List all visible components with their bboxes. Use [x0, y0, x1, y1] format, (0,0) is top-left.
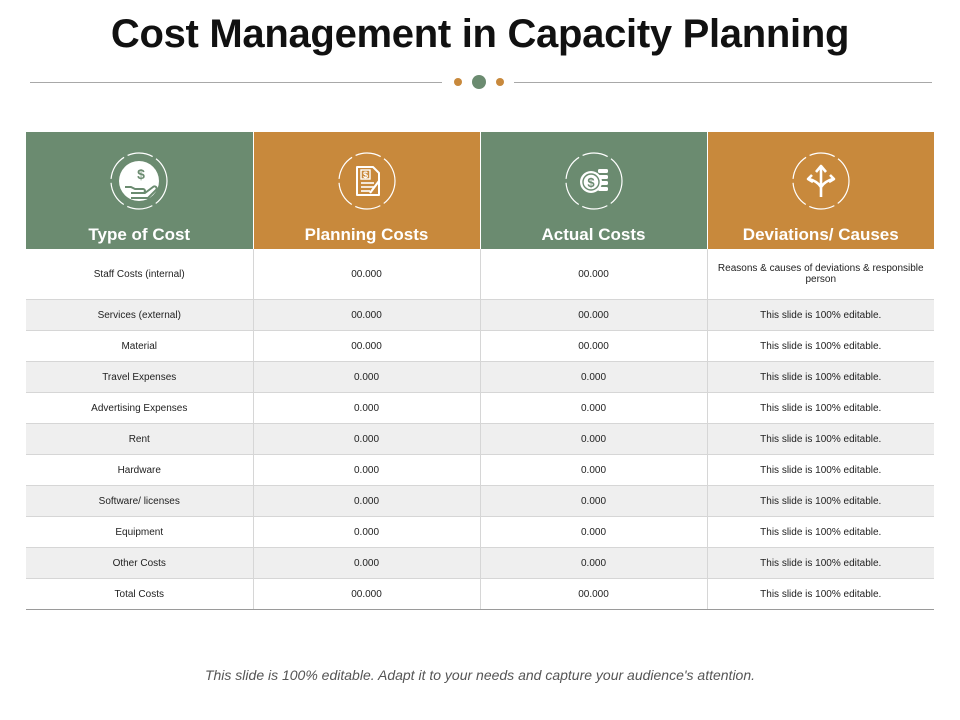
cell-deviation-cause: This slide is 100% editable.: [707, 578, 934, 610]
divider-dot-left: [454, 78, 462, 86]
footer-note: This slide is 100% editable. Adapt it to…: [204, 667, 756, 683]
divider-dot-right: [496, 78, 504, 86]
title-divider: [30, 72, 932, 92]
table-row: Staff Costs (internal) 00.000 00.000 Reason…: [26, 249, 934, 300]
header-label: Type of Cost: [88, 225, 191, 244]
cell-actual-cost: 0.000: [480, 392, 708, 424]
cell-deviation-cause: This slide is 100% editable.: [707, 516, 934, 548]
table-row: Software/ licenses 0.000 0.000 This slide i…: [26, 485, 934, 517]
table-row: Hardware 0.000 0.000 This slide is 100% edi…: [26, 454, 934, 486]
cost-table: $ Type of Cost $: [26, 132, 934, 610]
svg-text:$: $: [137, 166, 145, 182]
svg-text:$: $: [362, 170, 367, 180]
table-row: Travel Expenses 0.000 0.000 This slide is 1…: [26, 361, 934, 393]
header-label: Actual Costs: [541, 225, 646, 244]
cell-type-of-cost: Hardware: [26, 454, 254, 486]
cell-deviation-cause: This slide is 100% editable.: [707, 361, 934, 393]
cell-type-of-cost: Total Costs: [26, 578, 254, 610]
cell-actual-cost: 00.000: [480, 578, 708, 610]
cell-deviation-cause: This slide is 100% editable.: [707, 392, 934, 424]
table-row: Material 00.000 00.000 This slide is 100% e…: [26, 330, 934, 362]
cell-deviation-cause: This slide is 100% editable.: [707, 454, 934, 486]
cell-planning-cost: 0.000: [253, 547, 481, 579]
dollar-document-icon: $: [337, 151, 397, 211]
table-row: Advertising Expenses 0.000 0.000 This slide…: [26, 392, 934, 424]
cell-type-of-cost: Staff Costs (internal): [26, 249, 254, 300]
cell-planning-cost: 00.000: [253, 330, 481, 362]
coins-icon: $: [564, 151, 624, 211]
cell-planning-cost: 00.000: [253, 299, 481, 331]
cell-actual-cost: 0.000: [480, 361, 708, 393]
cell-planning-cost: 0.000: [253, 485, 481, 517]
cell-deviation-cause: Reasons & causes of deviations & respons…: [707, 249, 934, 300]
cell-type-of-cost: Software/ licenses: [26, 485, 254, 517]
cell-deviation-cause: This slide is 100% editable.: [707, 547, 934, 579]
cell-actual-cost: 0.000: [480, 516, 708, 548]
cell-deviation-cause: This slide is 100% editable.: [707, 423, 934, 455]
table-row: Equipment 0.000 0.000 This slide is 100% ed…: [26, 516, 934, 548]
cell-actual-cost: 0.000: [480, 423, 708, 455]
cell-planning-cost: 0.000: [253, 454, 481, 486]
table-body: Staff Costs (internal) 00.000 00.000 Reason…: [26, 249, 934, 610]
divider-line-right: [514, 82, 932, 83]
cell-type-of-cost: Advertising Expenses: [26, 392, 254, 424]
divider-dot-center: [472, 75, 486, 89]
cell-type-of-cost: Rent: [26, 423, 254, 455]
cell-type-of-cost: Services (external): [26, 299, 254, 331]
table-row: Other Costs 0.000 0.000 This slide is 100% …: [26, 547, 934, 579]
cell-actual-cost: 0.000: [480, 485, 708, 517]
cell-planning-cost: 0.000: [253, 361, 481, 393]
split-arrows-icon: [791, 151, 851, 211]
dollar-hand-icon: $: [109, 151, 169, 211]
slide-title: Cost Management in Capacity Planning: [110, 12, 850, 56]
header-type-of-cost: $ Type of Cost: [26, 132, 254, 249]
cell-actual-cost: 00.000: [480, 249, 708, 300]
cell-planning-cost: 00.000: [253, 578, 481, 610]
table-row: Services (external) 00.000 00.000 This slid…: [26, 299, 934, 331]
cell-planning-cost: 0.000: [253, 516, 481, 548]
cell-type-of-cost: Travel Expenses: [26, 361, 254, 393]
header-actual-costs: $ Actual Costs: [480, 132, 708, 249]
cell-actual-cost: 0.000: [480, 547, 708, 579]
cell-deviation-cause: This slide is 100% editable.: [707, 299, 934, 331]
header-label: Planning Costs: [304, 225, 429, 244]
cell-deviation-cause: This slide is 100% editable.: [707, 485, 934, 517]
cell-type-of-cost: Material: [26, 330, 254, 362]
cell-actual-cost: 00.000: [480, 330, 708, 362]
cell-planning-cost: 00.000: [253, 249, 481, 300]
cell-planning-cost: 0.000: [253, 392, 481, 424]
header-deviations-causes: Deviations/ Causes: [707, 132, 934, 249]
cell-actual-cost: 00.000: [480, 299, 708, 331]
header-label: Deviations/ Causes: [742, 225, 899, 244]
table-row: Total Costs 00.000 00.000 This slide is 100…: [26, 578, 934, 610]
cell-actual-cost: 0.000: [480, 454, 708, 486]
divider-line-left: [30, 82, 442, 83]
header-planning-costs: $ Planning Costs: [253, 132, 481, 249]
table-header-row: $ Type of Cost $: [26, 132, 934, 249]
svg-text:$: $: [587, 175, 595, 190]
cell-planning-cost: 0.000: [253, 423, 481, 455]
cell-type-of-cost: Other Costs: [26, 547, 254, 579]
table-row: Rent 0.000 0.000 This slide is 100% editabl…: [26, 423, 934, 455]
cell-deviation-cause: This slide is 100% editable.: [707, 330, 934, 362]
cell-type-of-cost: Equipment: [26, 516, 254, 548]
